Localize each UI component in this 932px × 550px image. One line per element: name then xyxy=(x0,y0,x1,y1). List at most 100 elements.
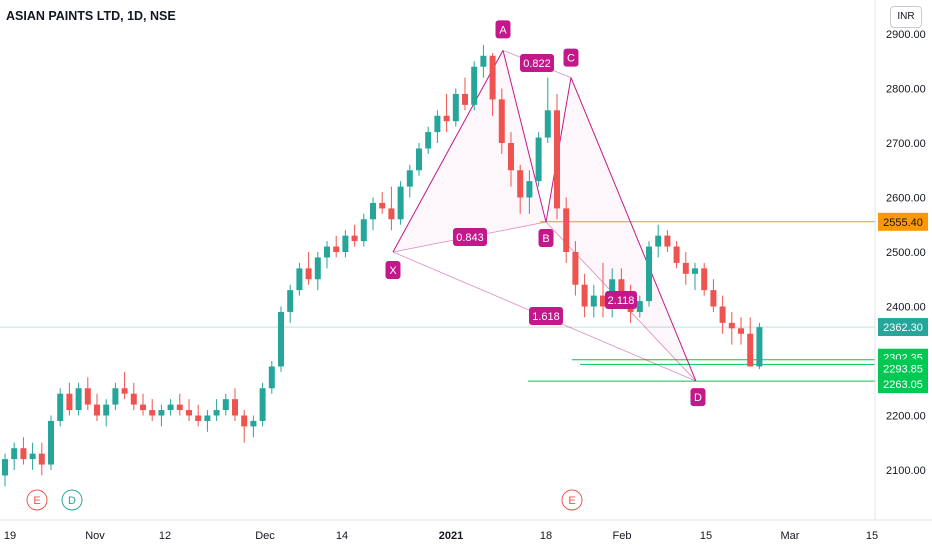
point-label-d-text: D xyxy=(694,392,702,404)
candle-body xyxy=(673,246,680,263)
earnings-marker[interactable]: E xyxy=(26,489,48,511)
candle-body xyxy=(517,170,524,198)
candle-body xyxy=(682,262,689,274)
ratio-label-ac: 0.822 xyxy=(520,54,554,72)
point-label-x: X xyxy=(385,261,401,279)
reference-lines xyxy=(0,221,875,382)
price-axis-marker-bg xyxy=(878,375,928,394)
candle-body xyxy=(130,393,137,405)
ratio-label-xd: 1.618 xyxy=(529,307,563,325)
ratio-label-bd-text: 2.118 xyxy=(608,295,635,307)
candle-body xyxy=(305,268,312,280)
candle-body xyxy=(406,170,413,187)
point-label-c-text: C xyxy=(567,53,575,65)
candle-body xyxy=(57,393,64,421)
ratio-label-xb-bg xyxy=(453,228,487,246)
price-axis-marker-bg xyxy=(878,359,928,378)
ratio-label-xb-text: 0.843 xyxy=(456,232,484,244)
candle-body xyxy=(581,284,588,307)
candle-body xyxy=(397,186,404,220)
candle-body xyxy=(29,453,36,460)
candle-body xyxy=(664,235,671,247)
price-tick-label: 2800.00 xyxy=(886,84,926,96)
candle-body xyxy=(121,388,128,394)
candle-body xyxy=(48,420,54,465)
candle-body xyxy=(11,448,18,460)
candle-body xyxy=(692,268,698,274)
time-tick-label: 18 xyxy=(540,530,552,542)
point-label-d: D xyxy=(690,388,706,407)
candle-body xyxy=(572,252,579,285)
event-marker-circle xyxy=(26,489,48,511)
candle-body xyxy=(756,327,763,367)
candle-body xyxy=(425,132,432,149)
candle-body xyxy=(590,295,597,307)
leg-cd xyxy=(570,77,697,382)
candle-body xyxy=(535,137,542,182)
candle-body xyxy=(204,415,211,421)
price-axis-marker-text: 2263.05 xyxy=(883,379,923,391)
pattern-labels: X A B C D 0.843 0.822 2.118 1.618 xyxy=(385,20,706,407)
candle-body xyxy=(268,366,275,389)
candle-body xyxy=(195,415,202,421)
time-tick-label: Mar xyxy=(781,530,800,542)
candle-body xyxy=(186,410,192,416)
candle-body xyxy=(498,99,505,143)
time-tick-label: 2021 xyxy=(439,530,463,542)
point-label-c-bg xyxy=(563,48,579,67)
candle-body xyxy=(2,459,8,476)
time-tick-label: 15 xyxy=(866,530,878,542)
time-axis: 19 Nov 12 Dec 14 2021 18 Feb 15 Mar 15 xyxy=(4,530,878,542)
ratio-label-bd-bg xyxy=(605,291,637,309)
symbol-title: ASIAN PAINTS LTD, 1D, NSE xyxy=(6,9,176,23)
price-tick-label: 2900.00 xyxy=(886,29,926,41)
candle-body xyxy=(370,202,376,220)
candle-body xyxy=(471,66,478,105)
candle-body xyxy=(351,235,358,242)
candle-body xyxy=(480,55,487,67)
event-marker-circle xyxy=(61,489,83,511)
candle-body xyxy=(213,410,220,416)
candle-body xyxy=(167,404,174,411)
leg-ab xyxy=(502,50,547,223)
candle-body xyxy=(241,415,248,427)
event-marker-text: E xyxy=(33,495,40,507)
candle-body xyxy=(75,388,82,411)
candle-body xyxy=(508,143,514,171)
candle-body xyxy=(149,410,156,416)
point-label-b-bg xyxy=(538,229,554,248)
point-label-c: C xyxy=(563,48,579,67)
dividend-marker[interactable]: D xyxy=(61,489,83,511)
time-tick-label: Feb xyxy=(613,530,632,542)
ratio-label-xb: 0.843 xyxy=(453,228,487,246)
candle-body xyxy=(158,410,165,416)
ratio-label-xd-text: 1.618 xyxy=(532,311,560,323)
ratio-label-xd-bg xyxy=(529,307,563,325)
candle-body xyxy=(563,208,570,252)
candles xyxy=(2,44,763,487)
price-axis-marker: 2293.85 xyxy=(878,359,928,378)
event-marker-circle xyxy=(561,489,583,511)
candle-body xyxy=(719,306,726,323)
candle-body xyxy=(103,404,110,416)
point-label-a-bg xyxy=(495,20,511,39)
price-axis-marker-bg xyxy=(878,212,928,231)
price-axis-marker: 2263.05 xyxy=(878,375,928,394)
candle-body xyxy=(728,322,735,329)
price-tick-label: 2100.00 xyxy=(886,465,926,477)
candle-body xyxy=(342,235,349,252)
candle-body xyxy=(462,93,468,105)
currency-button[interactable]: INR xyxy=(890,6,922,28)
candle-body xyxy=(379,202,386,209)
candle-body xyxy=(646,246,652,302)
earnings-marker[interactable]: E xyxy=(561,489,583,511)
candle-body xyxy=(636,301,643,312)
candle-body xyxy=(176,404,183,411)
time-tick-label: Dec xyxy=(255,530,275,542)
candle-body xyxy=(296,268,303,291)
xab-triangle xyxy=(393,50,546,252)
candle-body xyxy=(701,268,708,291)
time-tick-label: 15 xyxy=(700,530,712,542)
